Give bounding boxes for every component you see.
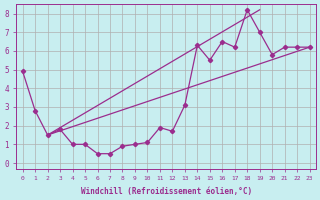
X-axis label: Windchill (Refroidissement éolien,°C): Windchill (Refroidissement éolien,°C) bbox=[81, 187, 252, 196]
